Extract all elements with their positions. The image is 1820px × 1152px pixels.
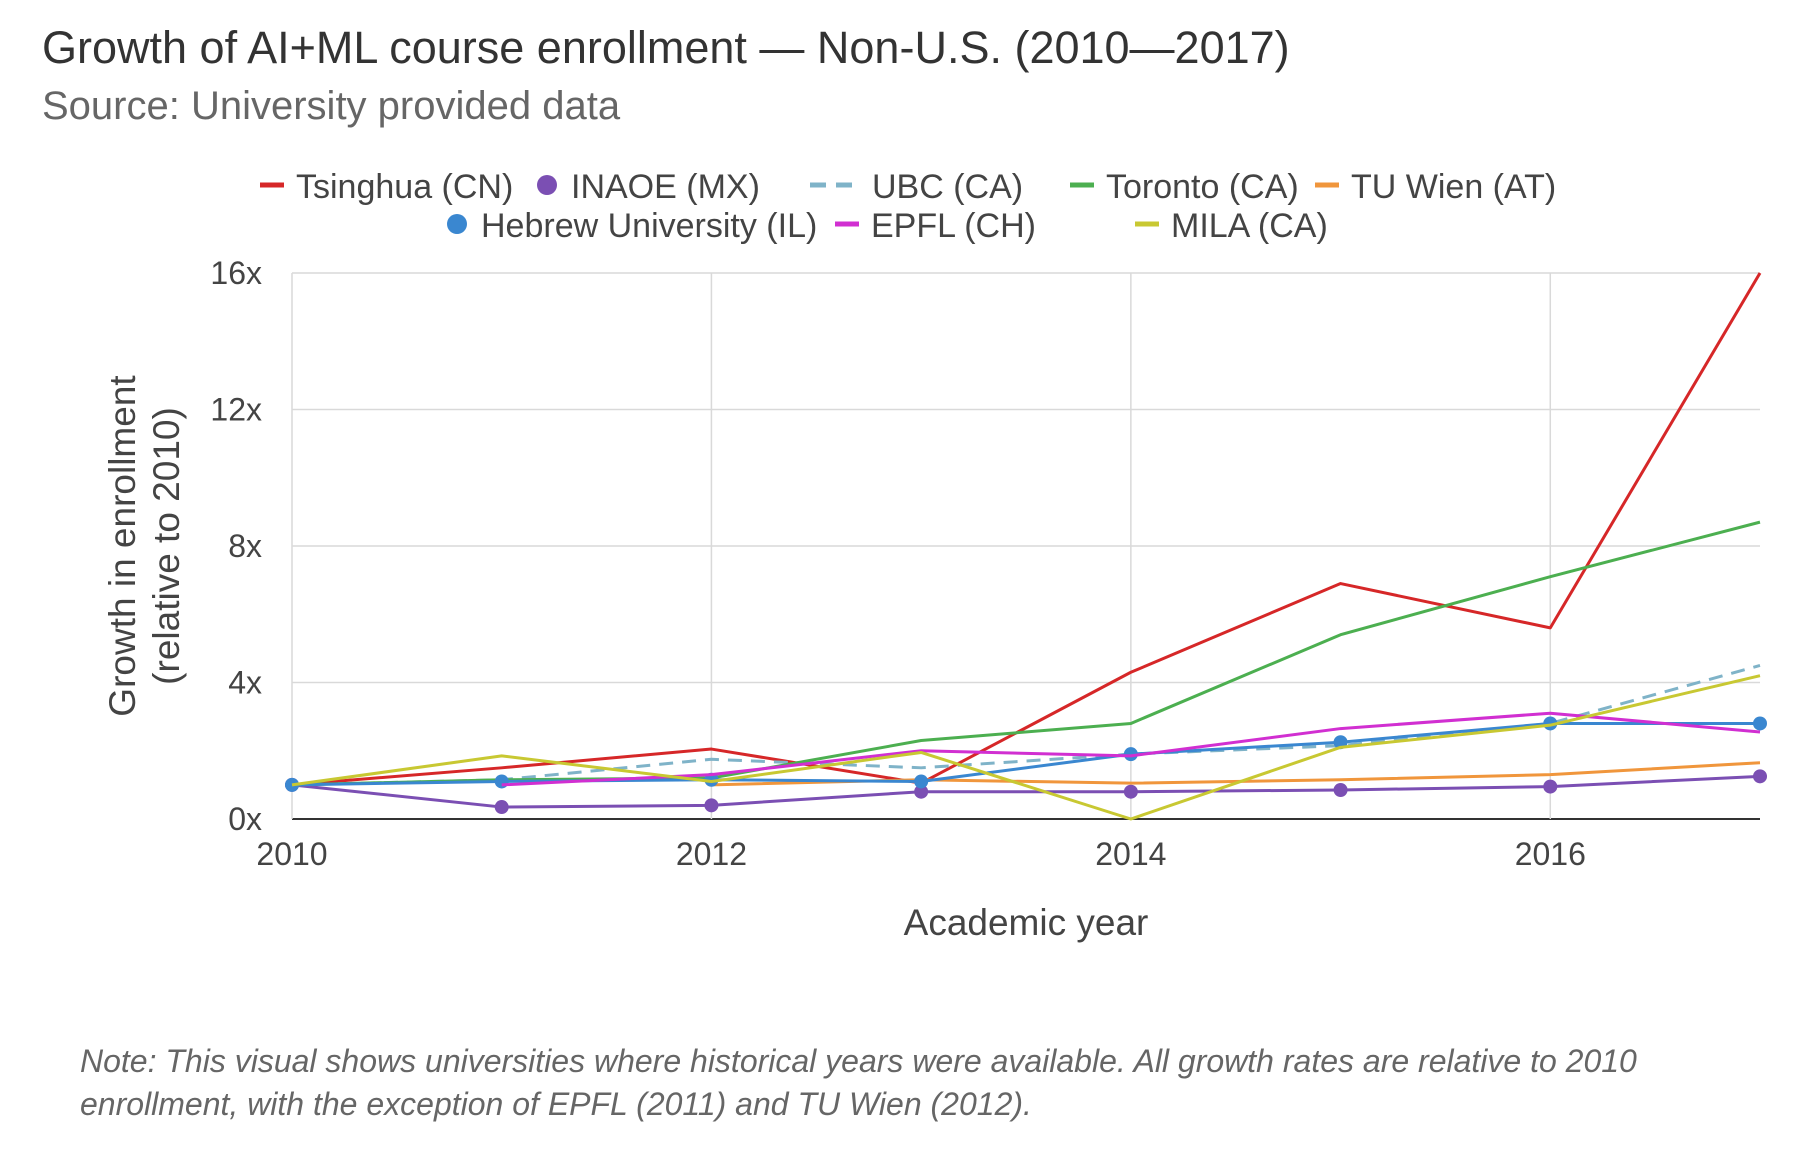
- x-tick-label: 2010: [256, 836, 327, 872]
- series-point: [494, 800, 509, 815]
- series-line: [291, 674, 1761, 821]
- footnote: Note: This visual shows universities whe…: [80, 1043, 1637, 1122]
- y-axis-title: Growth in enrollment (relative to 2010): [102, 375, 187, 717]
- series-point: [1543, 779, 1558, 794]
- series-point: [914, 774, 929, 789]
- legend-item: UBC (CA): [810, 168, 1023, 206]
- legend-label: Hebrew University (IL): [481, 207, 817, 245]
- series-point: [1123, 747, 1138, 762]
- legend-item: Toronto (CA): [1070, 168, 1299, 206]
- legend-marker: [447, 214, 467, 234]
- y-tick-label: 16x: [210, 255, 262, 291]
- legend-label: MILA (CA): [1171, 207, 1328, 245]
- y-axis-title-line: Growth in enrollment: [102, 375, 143, 717]
- y-tick-label: 8x: [228, 528, 262, 564]
- legend-marker: [537, 175, 557, 195]
- legend: Tsinghua (CN) INAOE (MX) UBC (CA) Toronto (…: [260, 168, 1556, 245]
- y-tick-label: 0x: [228, 801, 262, 837]
- y-tick-label: 4x: [228, 665, 262, 701]
- series-point: [1753, 769, 1767, 784]
- series-line: [501, 711, 1761, 787]
- series-lines: [285, 272, 1767, 821]
- chart-title: Growth of AI+ML course enrollment — Non-…: [42, 22, 1290, 73]
- legend-label: EPFL (CH): [871, 207, 1036, 245]
- x-tick-label: 2014: [1095, 836, 1166, 872]
- series-line: [291, 721, 1760, 787]
- series-point: [494, 774, 509, 789]
- x-tick-label: 2016: [1515, 836, 1586, 872]
- series-point: [914, 784, 929, 799]
- legend-item: TU Wien (AT): [1315, 168, 1556, 206]
- chart-subtitle: Source: University provided data: [42, 84, 621, 128]
- axis-ticks: 0x 4x 8x 12x 16x 2010 2012 2014 2016: [210, 255, 1585, 872]
- x-tick-label: 2012: [676, 836, 747, 872]
- gridlines: [291, 272, 1760, 820]
- series-point: [704, 798, 719, 813]
- legend-item: EPFL (CH): [835, 207, 1036, 245]
- legend-item: MILA (CA): [1135, 207, 1328, 245]
- y-tick-label: 12x: [210, 392, 262, 428]
- y-axis-title-line: (relative to 2010): [146, 407, 187, 685]
- legend-label: TU Wien (AT): [1351, 168, 1556, 206]
- legend-label: INAOE (MX): [571, 168, 760, 206]
- legend-item: Hebrew University (IL): [447, 207, 817, 245]
- legend-label: UBC (CA): [872, 168, 1023, 206]
- legend-label: Tsinghua (CN): [296, 168, 513, 206]
- series-point: [1123, 784, 1138, 799]
- series-point: [1333, 782, 1348, 797]
- series-line: [291, 272, 1762, 787]
- series-point: [1753, 716, 1767, 731]
- legend-label: Toronto (CA): [1106, 168, 1299, 206]
- series-line: [291, 520, 1761, 787]
- x-axis-title: Academic year: [904, 902, 1149, 943]
- legend-item: INAOE (MX): [537, 168, 760, 206]
- legend-item: Tsinghua (CN): [260, 168, 513, 206]
- series-line: [291, 774, 1761, 809]
